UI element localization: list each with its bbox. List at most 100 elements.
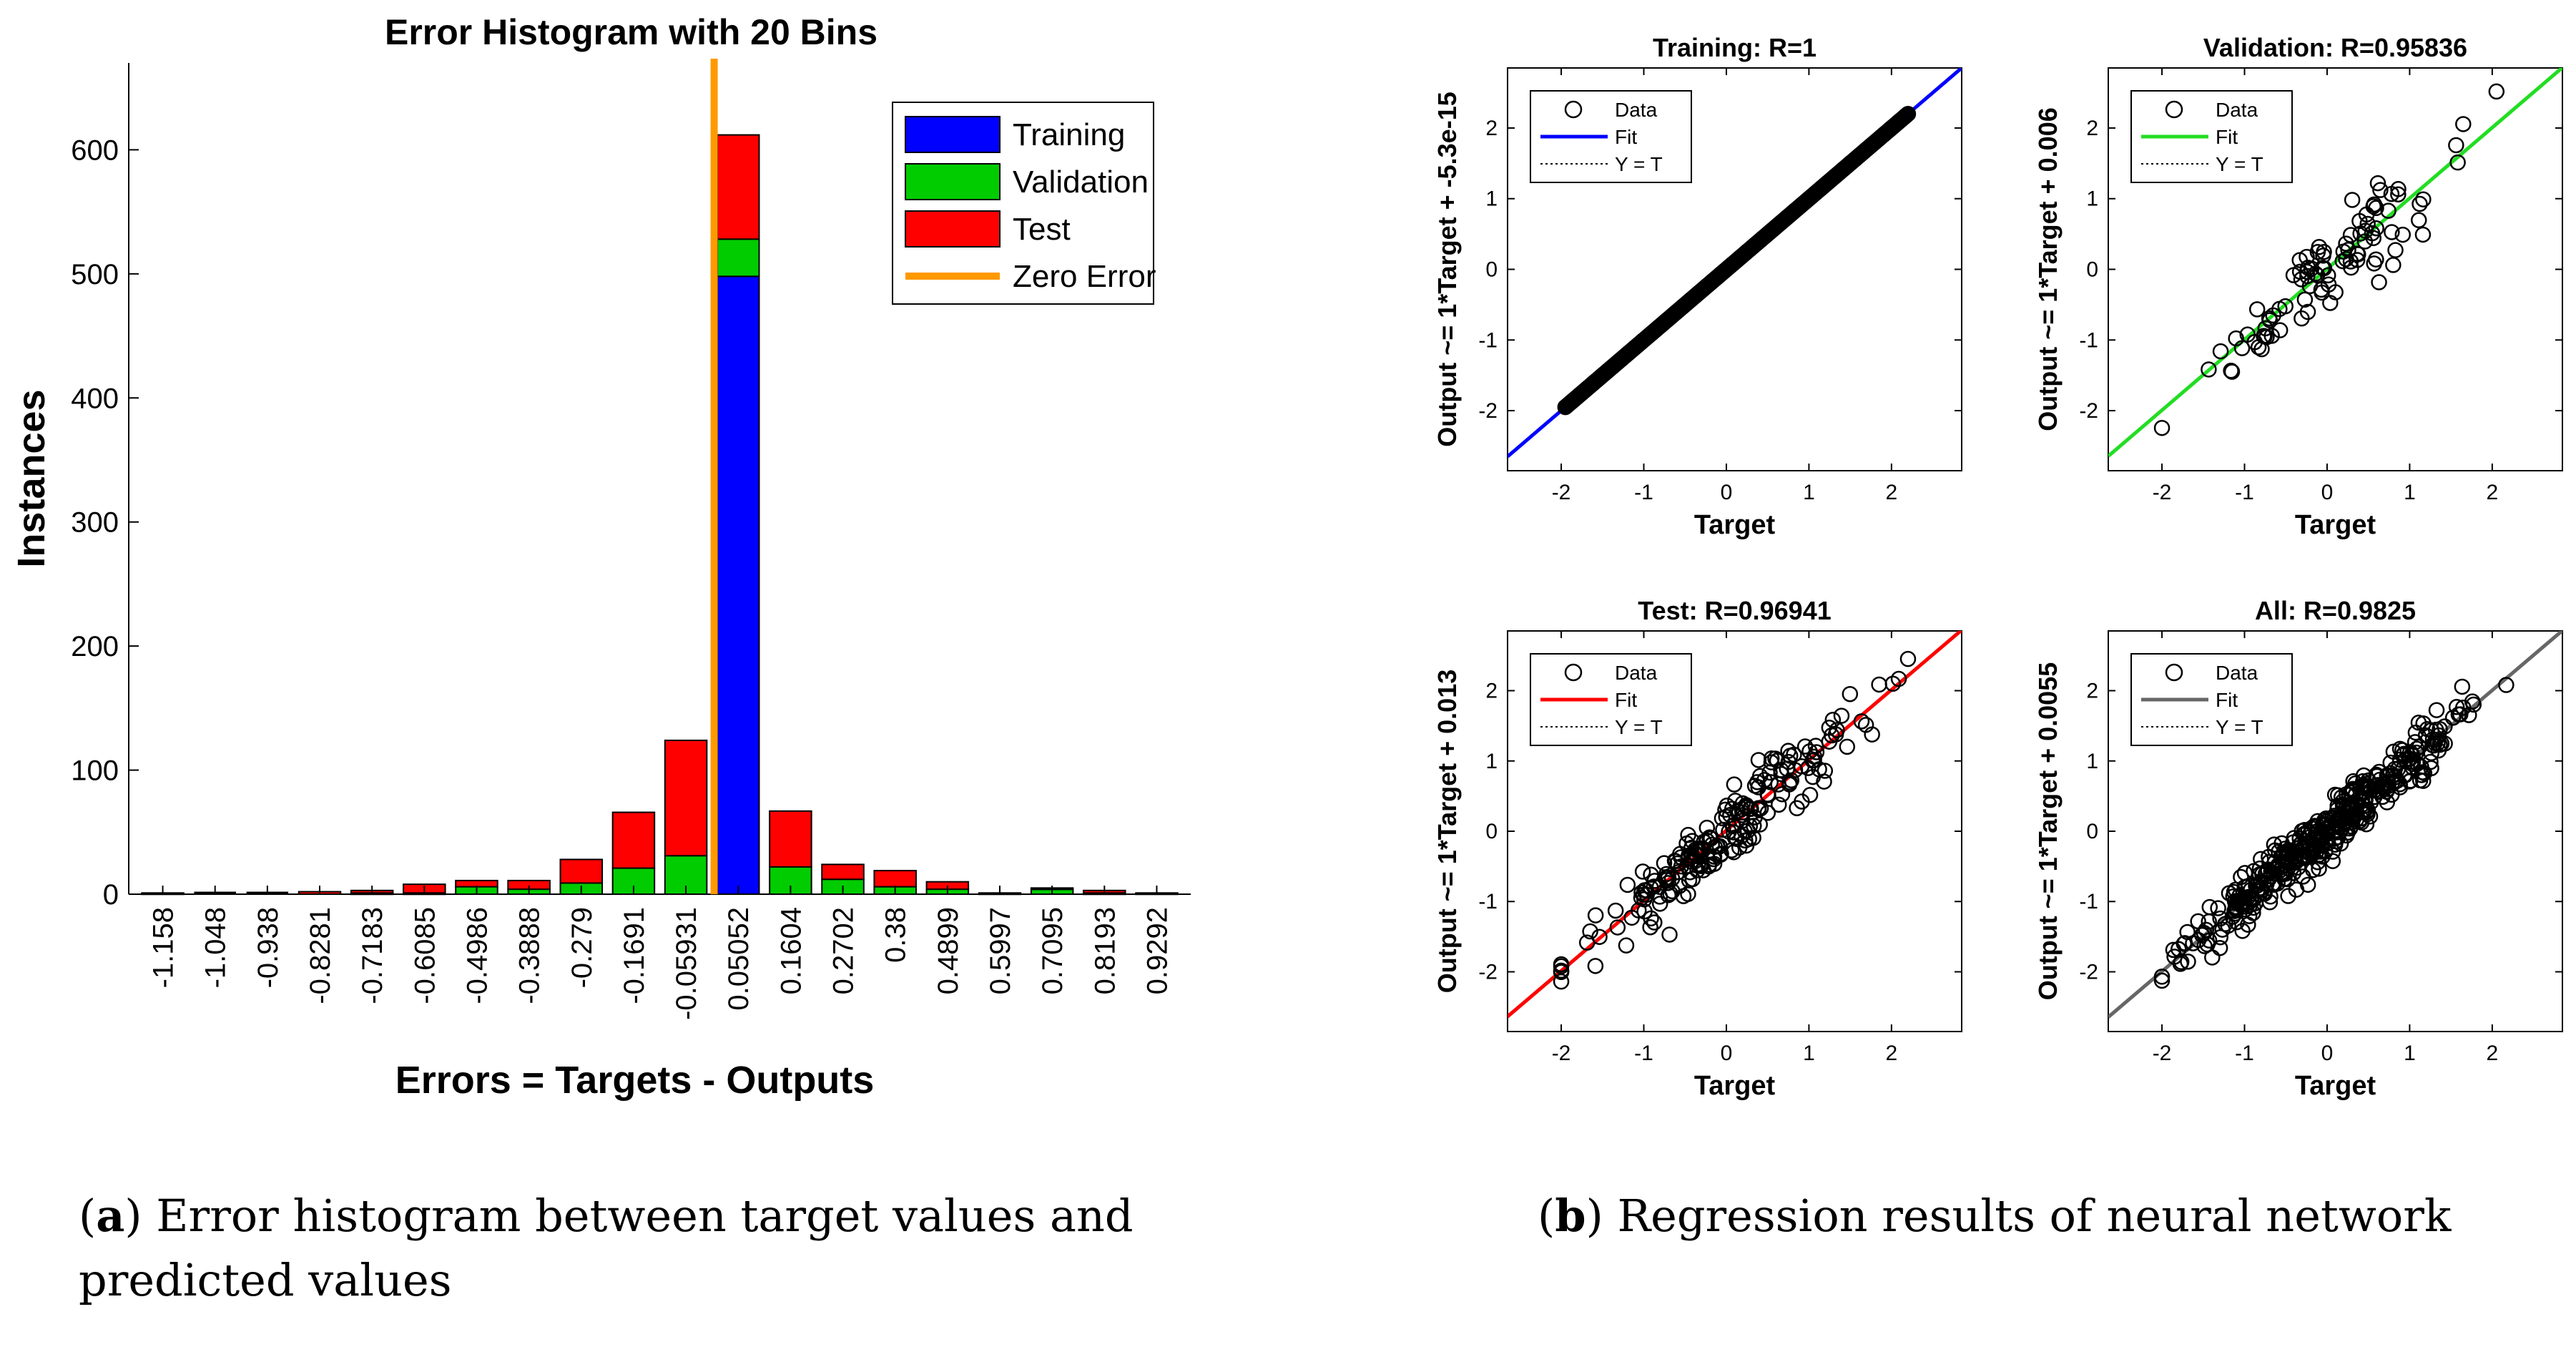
data-point	[2359, 215, 2376, 232]
x-tick-label: 1	[2404, 481, 2416, 504]
data-point	[1794, 793, 1810, 810]
data-point	[1587, 907, 1604, 924]
panel-y-label: Output ~= 1*Target + 0.0055	[2033, 662, 2063, 1001]
data-point	[1609, 919, 1626, 936]
data-point	[2385, 743, 2402, 760]
data-point	[2423, 760, 2439, 777]
data-point	[1631, 902, 1647, 919]
data-point	[2240, 878, 2257, 894]
data-point	[1833, 707, 1850, 724]
data-point	[1660, 887, 1677, 903]
data-point	[1646, 914, 1663, 931]
legend-label: Zero Error	[1013, 259, 1156, 294]
data-point	[2371, 274, 2387, 290]
data-point	[2332, 809, 2349, 826]
data-point	[1817, 763, 1834, 779]
data-point	[1660, 875, 1676, 891]
data-point	[1801, 743, 1818, 760]
data-point	[2339, 824, 2356, 841]
data-point	[1719, 797, 1735, 814]
data-point	[1701, 856, 1718, 873]
legend-label: Data	[1615, 662, 1658, 684]
histogram-x-tick-label: -0.1691	[619, 907, 650, 1004]
x-tick-label: -2	[2153, 1042, 2172, 1065]
panel-y-label: Output ~= 1*Target + 0.013	[1432, 670, 1462, 994]
data-point	[2329, 787, 2346, 803]
data-point	[2296, 821, 2313, 838]
data-point	[2344, 192, 2361, 208]
x-tick-label: -2	[1552, 1042, 1571, 1065]
regression-panel-all: -2 -1 0 1 2 -2 -1 0 1 2 Data Fit Y = T All: R=0.9825 T…	[2033, 596, 2563, 1101]
data-point	[2317, 833, 2334, 850]
data-point	[2286, 830, 2303, 846]
data-point	[2395, 747, 2412, 764]
data-point	[1591, 929, 1608, 945]
histogram-x-tick-label: -0.8281	[305, 907, 336, 1004]
data-point	[1853, 713, 1870, 730]
data-point	[2413, 758, 2429, 775]
histogram-bar-training	[716, 275, 760, 895]
histogram-y-tick-label: 200	[71, 631, 119, 662]
histogram-x-tick-label: 0.1604	[775, 907, 807, 994]
y-tick-label: 2	[1485, 680, 1498, 703]
panel-x-label: Target	[1694, 510, 1776, 540]
data-point	[1643, 866, 1659, 883]
legend-label: Y = T	[2216, 153, 2263, 175]
data-point	[2384, 224, 2400, 240]
data-point	[2299, 303, 2316, 320]
data-point	[2449, 154, 2466, 171]
data-point	[2340, 242, 2356, 258]
data-point	[2228, 913, 2245, 931]
data-point	[2324, 809, 2341, 826]
data-point	[2153, 969, 2171, 985]
x-tick-label: -1	[2235, 1042, 2254, 1065]
histogram-title: Error Histogram with 20 Bins	[385, 12, 877, 52]
data-point	[2380, 202, 2396, 219]
data-point	[1661, 926, 1678, 943]
data-point	[2315, 248, 2331, 264]
x-tick-label: -2	[1552, 481, 1571, 504]
data-point	[2199, 936, 2216, 953]
panel-x-label: Target	[2295, 510, 2376, 540]
data-point	[2488, 83, 2505, 100]
data-point	[1638, 886, 1655, 903]
data-point	[2277, 298, 2294, 315]
data-point	[1786, 746, 1802, 763]
x-tick-label: -1	[1634, 481, 1653, 504]
data-point	[2239, 326, 2256, 343]
data-point	[1890, 670, 1907, 687]
data-point	[2241, 894, 2257, 911]
legend-label: Fit	[2216, 126, 2238, 148]
data-point	[1680, 886, 1696, 902]
data-point	[2196, 938, 2213, 954]
y-tick-label: -2	[1478, 960, 1498, 984]
data-point	[2299, 876, 2316, 893]
data-point	[2309, 823, 2326, 840]
y-tick-label: 0	[1485, 258, 1498, 282]
y-tick-label: 2	[1485, 117, 1498, 140]
data-point	[2357, 222, 2374, 239]
data-point	[1899, 105, 1917, 122]
legend-label: Data	[1615, 99, 1658, 121]
data-point	[2223, 363, 2239, 379]
y-tick-label: -2	[2079, 960, 2098, 984]
x-tick-label: 0	[2321, 481, 2334, 504]
data-point	[2390, 186, 2407, 202]
legend-label: Fit	[1615, 126, 1637, 148]
caption-b-text: Regression results of neural network	[1617, 1190, 2452, 1242]
data-point	[1898, 107, 1915, 124]
data-point	[1619, 876, 1636, 893]
panel-x-label: Target	[1694, 1071, 1776, 1101]
y-tick-label: -1	[2079, 328, 2098, 352]
data-point	[2263, 863, 2279, 880]
data-point	[2293, 271, 2310, 288]
data-point	[2390, 181, 2407, 197]
data-point	[1636, 903, 1653, 920]
data-point	[2313, 281, 2330, 298]
data-point	[2248, 301, 2266, 318]
histogram-bar-validation	[716, 238, 760, 278]
x-tick-label: 1	[2404, 1042, 2416, 1065]
data-point	[2385, 257, 2402, 273]
y-tick-label: 1	[2086, 187, 2098, 211]
